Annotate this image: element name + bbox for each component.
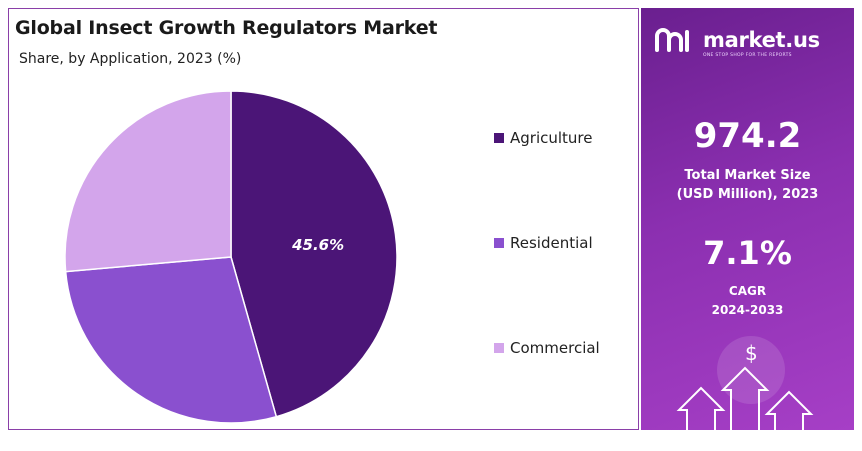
stats-panel: market.us ONE STOP SHOP FOR THE REPORTS … [641,8,854,430]
market-size-value: 974.2 [693,116,802,156]
pie-slice-commercial [64,90,232,273]
growth-illustration: $ [676,336,814,430]
pie-chart: 45.6% [64,90,398,424]
legend-label: Agriculture [510,129,593,147]
data-label-agriculture: 45.6% [291,236,344,254]
legend-item-commercial: Commercial [494,339,600,357]
cagr-label: CAGR 2024-2033 [641,282,854,320]
market-size-label: Total Market Size (USD Million), 2023 [641,166,854,204]
cagr-label-line-1: CAGR [728,284,767,298]
legend-item-residential: Residential [494,234,593,252]
arrow-up-icon [676,366,814,430]
chart-panel: Global Insect Growth Regulators Market S… [8,8,639,430]
legend-item-agriculture: Agriculture [494,129,593,147]
legend-swatch [494,238,504,248]
legend-label: Residential [510,234,593,252]
market-size-label-line-1: Total Market Size [684,168,811,183]
brand-logo: market.us [653,26,820,54]
cagr-period: 2024-2033 [711,303,784,317]
legend-label: Commercial [510,339,600,357]
legend-swatch [494,133,504,143]
dollar-icon: $ [745,341,758,365]
chart-title: Global Insect Growth Regulators Market [15,17,438,39]
market-size-label-line-2: (USD Million), 2023 [676,187,819,202]
brand-tagline: ONE STOP SHOP FOR THE REPORTS [703,53,792,58]
pie-slice-agriculture [230,90,398,418]
pie-slice-residential [64,256,278,424]
cagr-value: 7.1% [703,234,792,272]
brand-name: market.us [703,28,820,52]
market-us-logo-icon [655,28,689,52]
chart-subtitle: Share, by Application, 2023 (%) [19,51,242,67]
legend-swatch [494,343,504,353]
